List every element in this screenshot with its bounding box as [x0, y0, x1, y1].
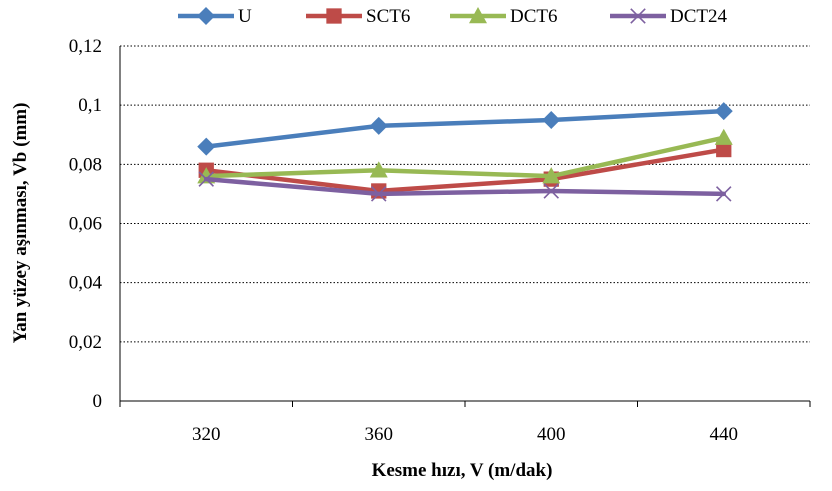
- data-point-dct24: [198, 171, 215, 187]
- x-axis-title: Kesme hızı, V (m/dak): [372, 460, 553, 481]
- y-axis-title: Yan yüzey aşınması, Vb (mm): [10, 103, 31, 344]
- y-tick-label: 0: [93, 391, 103, 412]
- legend-item-dct6: DCT6: [450, 6, 558, 27]
- legend-marker-sct6: [326, 8, 342, 24]
- data-point-dct24: [370, 186, 387, 202]
- y-tick-label: 0,12: [69, 36, 102, 57]
- marker-stroke: [370, 186, 387, 202]
- legend-label-u: U: [238, 6, 252, 27]
- series-dct6: [197, 128, 733, 184]
- series-dct24: [198, 171, 732, 202]
- data-point-u: [197, 137, 216, 156]
- data-point-u: [542, 110, 561, 129]
- data-point-sct6: [371, 183, 387, 199]
- legend-marker-dct24: [630, 8, 646, 24]
- data-point-dct24: [715, 186, 732, 202]
- marker-stroke: [715, 186, 732, 202]
- y-tick-label: 0,06: [69, 214, 102, 235]
- x-tick-label: 360: [365, 424, 394, 445]
- y-tick-label: 0,1: [78, 95, 102, 116]
- legend-label-dct24: DCT24: [670, 6, 728, 27]
- series-sct6: [198, 141, 732, 199]
- data-point-u: [714, 102, 733, 121]
- marker-stroke: [543, 183, 560, 199]
- series-line-dct24: [204, 176, 726, 197]
- data-point-sct6: [716, 141, 732, 158]
- series-line-u: [204, 108, 726, 149]
- x-tick-label: 400: [537, 424, 566, 445]
- data-point-dct6: [369, 161, 388, 178]
- y-tick-label: 0,08: [69, 154, 102, 175]
- grid-lines: [120, 45, 810, 343]
- y-tick-label: 0,02: [69, 332, 102, 353]
- legend-marker-dct6: [469, 7, 487, 24]
- legend-label-sct6: SCT6: [366, 6, 410, 27]
- legend-label-dct6: DCT6: [510, 6, 558, 27]
- data-point-dct6: [542, 167, 561, 184]
- series-line-sct6: [204, 147, 726, 194]
- marker-stroke: [198, 171, 215, 187]
- data-point-u: [369, 116, 388, 135]
- legend-item-u: U: [178, 6, 252, 27]
- marker-stroke: [630, 8, 646, 24]
- legend-item-sct6: SCT6: [306, 6, 410, 27]
- legend-marker-u: [197, 7, 215, 25]
- series-line-dct6: [204, 135, 726, 179]
- legend: U SCT6 DCT6 DCT24: [178, 6, 728, 27]
- data-point-dct6: [714, 128, 733, 145]
- x-tick-label: 320: [192, 424, 221, 445]
- y-tick-labels: 0 0,02 0,04 0,06 0,08 0,1 0,12: [69, 36, 103, 412]
- series-u: [197, 102, 733, 156]
- x-tick-label: 440: [710, 424, 739, 445]
- legend-item-dct24: DCT24: [610, 6, 728, 27]
- x-tick-labels: 320 360 400 440: [192, 424, 738, 445]
- y-tick-label: 0,04: [69, 273, 103, 294]
- data-point-dct24: [543, 183, 560, 199]
- axes: [119, 46, 811, 407]
- series-group: [197, 102, 733, 202]
